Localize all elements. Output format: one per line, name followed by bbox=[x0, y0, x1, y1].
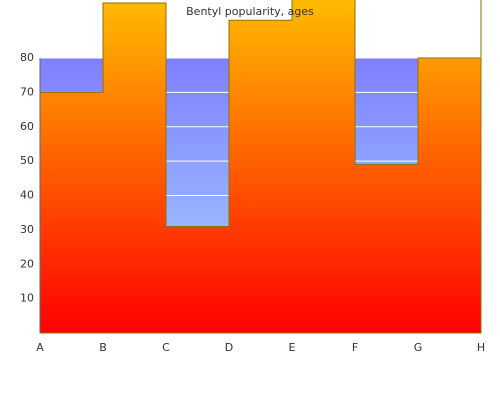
chart-title: Bentyl popularity, ages bbox=[186, 5, 314, 18]
y-tick-label: 60 bbox=[20, 120, 34, 133]
x-tick-label: H bbox=[477, 341, 485, 354]
x-tick-label: F bbox=[352, 341, 358, 354]
x-tick-label: C bbox=[162, 341, 170, 354]
y-tick-label: 80 bbox=[20, 51, 34, 64]
x-tick-label: B bbox=[99, 341, 107, 354]
y-tick-label: 40 bbox=[20, 189, 34, 202]
x-tick-label: G bbox=[414, 341, 423, 354]
y-tick-label: 20 bbox=[20, 257, 34, 270]
x-tick-label: E bbox=[289, 341, 296, 354]
y-tick-label: 50 bbox=[20, 154, 34, 167]
plot-area bbox=[39, 0, 482, 334]
y-tick-label: 30 bbox=[20, 223, 34, 236]
y-tick-label: 70 bbox=[20, 85, 34, 98]
step-area bbox=[39, 0, 482, 334]
y-tick-label: 10 bbox=[20, 292, 34, 305]
x-tick-label: A bbox=[36, 341, 44, 354]
x-tick-label: D bbox=[225, 341, 233, 354]
